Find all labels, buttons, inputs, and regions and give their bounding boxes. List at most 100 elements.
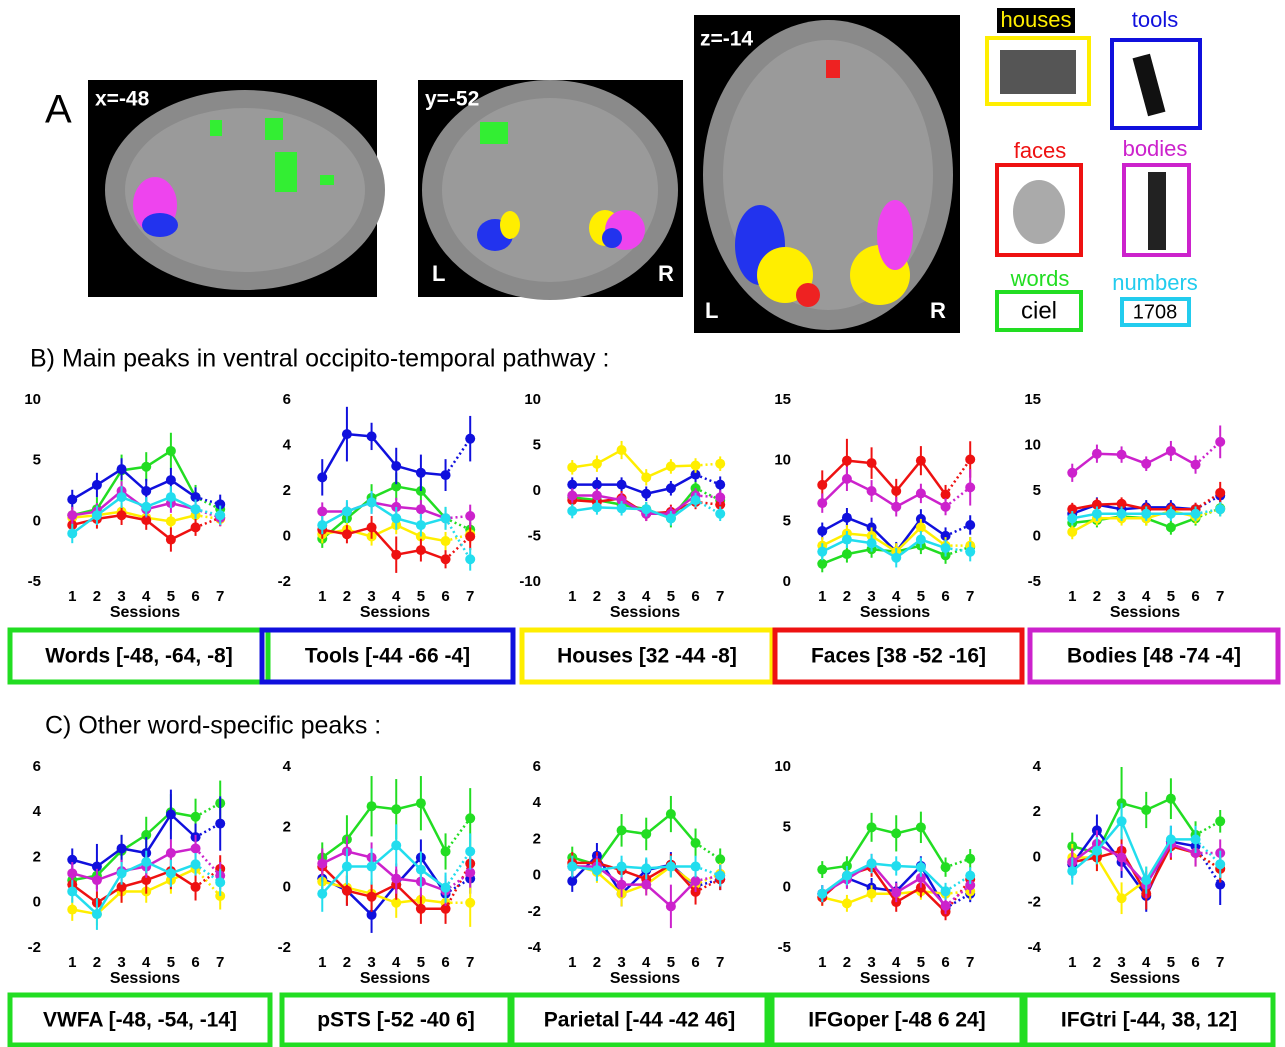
data-point — [116, 492, 127, 503]
line-segment — [870, 462, 898, 492]
line-segment — [95, 872, 123, 915]
data-point — [841, 534, 852, 545]
data-point — [817, 888, 828, 899]
slice-label: x=-48 — [95, 88, 150, 111]
data-point — [190, 492, 201, 503]
x-tick-label: 6 — [441, 954, 449, 971]
x-tick-label: 6 — [691, 954, 699, 971]
data-point — [866, 486, 877, 496]
data-point — [817, 526, 828, 537]
line-segment — [444, 535, 472, 561]
data-point — [616, 825, 627, 836]
x-tick-label: 7 — [966, 588, 974, 605]
line-segment — [170, 813, 197, 839]
x-tick-label: 4 — [392, 588, 401, 605]
data-point — [317, 506, 328, 517]
data-point — [141, 875, 152, 886]
line-segment — [346, 889, 373, 916]
line-segment — [821, 459, 848, 486]
y-tick-label: 2 — [33, 848, 41, 865]
title-frame — [259, 627, 516, 685]
data-point — [1165, 508, 1176, 519]
data-point — [715, 458, 726, 469]
x-tick-label: 4 — [642, 954, 651, 971]
data-point — [67, 510, 78, 521]
x-tick-label: 3 — [367, 954, 375, 971]
data-point — [391, 460, 402, 471]
data-point — [665, 901, 676, 912]
line-segment — [1120, 861, 1148, 897]
x-tick-label: 5 — [167, 588, 175, 605]
title-frame — [1022, 992, 1276, 1047]
data-point — [665, 513, 676, 524]
data-point — [67, 886, 78, 897]
data-point — [366, 891, 377, 902]
y-tick-label: 6 — [283, 391, 291, 408]
data-point — [665, 861, 676, 872]
x-tick-label: 7 — [716, 588, 724, 605]
data-point — [415, 520, 426, 531]
stimulus-image — [1132, 53, 1166, 117]
line-segment — [870, 862, 898, 894]
x-tick-label: 1 — [818, 588, 826, 605]
data-point — [841, 870, 852, 881]
data-point — [1091, 845, 1102, 856]
label-background — [997, 8, 1075, 33]
line-segment — [444, 437, 472, 476]
data-point — [841, 455, 852, 466]
chart-title: VWFA [-48, -54, -14] — [43, 1009, 237, 1032]
x-tick-label: 4 — [1142, 588, 1151, 605]
category-label: faces — [1014, 138, 1067, 163]
x-axis-label: Sessions — [1110, 970, 1180, 987]
data-point — [891, 552, 902, 563]
data-point — [91, 510, 102, 521]
x-tick-label: 4 — [142, 588, 151, 605]
chart-title: Tools [-44 -66 -4] — [305, 645, 470, 668]
data-point — [1067, 526, 1078, 537]
line-segment — [71, 883, 98, 904]
x-tick-label: 2 — [343, 954, 351, 971]
stimulus-image — [1148, 172, 1166, 250]
data-point — [665, 461, 676, 472]
data-point — [965, 482, 976, 493]
y-tick-label: 4 — [1033, 758, 1042, 775]
x-tick-label: 1 — [318, 588, 326, 605]
line-segment — [669, 880, 697, 908]
data-point — [440, 470, 451, 481]
line-segment — [321, 433, 349, 478]
x-tick-label: 6 — [191, 954, 199, 971]
data-point — [690, 495, 701, 506]
data-point — [591, 479, 602, 490]
data-point — [116, 464, 127, 475]
x-axis-label: Sessions — [360, 970, 430, 987]
data-point — [190, 881, 201, 892]
data-point — [341, 861, 352, 872]
y-tick-label: -2 — [1028, 894, 1041, 911]
data-point — [841, 898, 852, 909]
data-point — [1116, 852, 1127, 863]
data-point — [591, 490, 602, 501]
x-tick-label: 4 — [892, 588, 901, 605]
x-tick-label: 7 — [1216, 954, 1224, 971]
y-tick-label: -5 — [778, 939, 791, 956]
data-point — [91, 861, 102, 872]
data-point — [591, 502, 602, 513]
title-frame — [7, 992, 273, 1047]
title-frame — [769, 992, 1025, 1047]
data-point — [616, 861, 627, 872]
line-segment — [1095, 856, 1123, 899]
y-tick-label: 5 — [533, 436, 541, 453]
data-point — [116, 510, 127, 521]
y-tick-label: 4 — [283, 436, 292, 453]
section-title: C) Other word-specific peaks : — [45, 712, 381, 740]
chart-title: Parietal [-44 -42 46] — [544, 1009, 735, 1032]
y-tick-label: 0 — [33, 512, 41, 529]
brain-sagittal — [88, 80, 385, 297]
category-label: words — [1010, 266, 1070, 291]
data-point — [165, 847, 176, 858]
x-tick-label: 1 — [568, 588, 576, 605]
data-point — [915, 822, 926, 833]
data-point — [817, 864, 828, 875]
slice-label: z=-14 — [700, 28, 753, 51]
x-tick-label: 5 — [667, 954, 675, 971]
